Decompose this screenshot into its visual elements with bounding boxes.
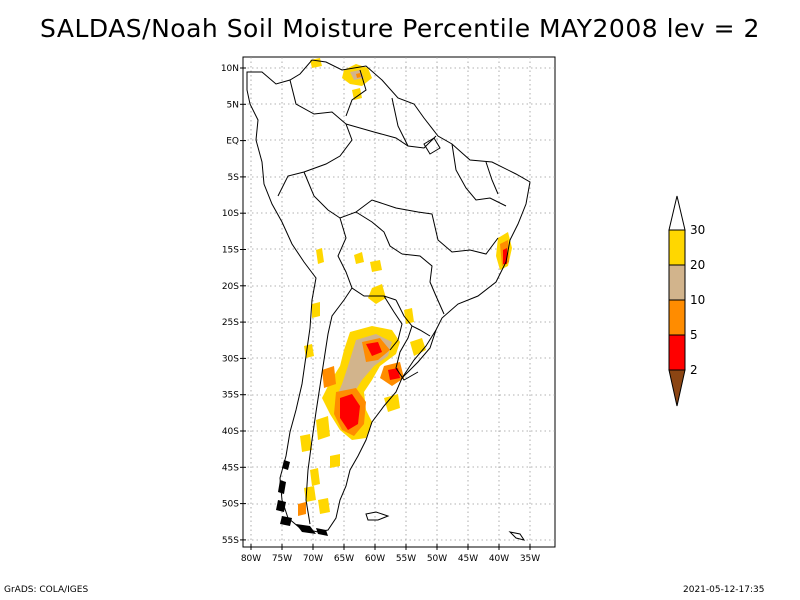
- footer-credit: GrADS: COLA/IGES: [4, 585, 89, 595]
- latitude-labels: 10N 5N EQ 5S 10S 15S 20S 25S 30S 35S 40S 45S 50S 55S: [221, 64, 246, 546]
- plot-frame: [242, 56, 556, 548]
- lat-label-15s: 15S: [222, 246, 239, 256]
- lon-label-80w: 80W: [241, 554, 261, 564]
- lon-label-75w: 75W: [272, 554, 292, 564]
- lon-label-70w: 70W: [303, 554, 323, 564]
- colorbar-bin-5-10: [668, 299, 686, 336]
- lon-label-60w: 60W: [365, 554, 385, 564]
- lat-label-55s: 55S: [222, 536, 239, 546]
- colorbar-bottom-arrow: [668, 369, 686, 407]
- lat-label-10n: 10N: [221, 64, 239, 74]
- colorbar-bin-10-20: [668, 264, 686, 301]
- map-title: SALDAS/Noah Soil Moisture Percentile MAY…: [40, 14, 760, 43]
- lon-label-50w: 50W: [427, 554, 447, 564]
- lat-label-25s: 25S: [222, 318, 239, 328]
- lat-lon-grid: [243, 57, 555, 547]
- legend-label-2: 2: [690, 363, 698, 377]
- lat-label-45s: 45S: [222, 463, 239, 473]
- legend-label-30: 30: [690, 223, 705, 237]
- colorbar-legend: 30 20 10 5 2: [668, 195, 705, 407]
- legend-label-20: 20: [690, 258, 705, 272]
- longitude-labels: 80W 75W 70W 65W 60W 55W 50W 45W 40W 35W: [241, 544, 540, 564]
- lat-label-20s: 20S: [222, 282, 239, 292]
- lat-label-eq: EQ: [226, 137, 239, 147]
- soil-moisture-shading: [298, 58, 512, 516]
- lat-label-50s: 50S: [222, 500, 239, 510]
- coastline-and-borders: [246, 59, 531, 541]
- lat-label-30s: 30S: [222, 354, 239, 364]
- chilean-archipelago: [276, 460, 328, 536]
- colorbar-bin-2-5: [668, 334, 686, 371]
- legend-label-5: 5: [690, 328, 698, 342]
- lon-label-45w: 45W: [458, 554, 478, 564]
- lat-label-40s: 40S: [222, 427, 239, 437]
- colorbar-bin-20-30: [668, 229, 686, 266]
- lon-label-65w: 65W: [334, 554, 354, 564]
- lat-label-5n: 5N: [227, 100, 239, 110]
- lon-label-55w: 55W: [396, 554, 416, 564]
- lon-label-35w: 35W: [520, 554, 540, 564]
- legend-label-10: 10: [690, 293, 705, 307]
- lat-label-35s: 35S: [222, 391, 239, 401]
- footer-timestamp: 2021-05-12-17:35: [683, 585, 765, 595]
- lat-label-5s: 5S: [228, 173, 240, 183]
- lon-label-40w: 40W: [489, 554, 509, 564]
- lat-label-10s: 10S: [222, 209, 239, 219]
- colorbar-top-arrow: [668, 195, 686, 231]
